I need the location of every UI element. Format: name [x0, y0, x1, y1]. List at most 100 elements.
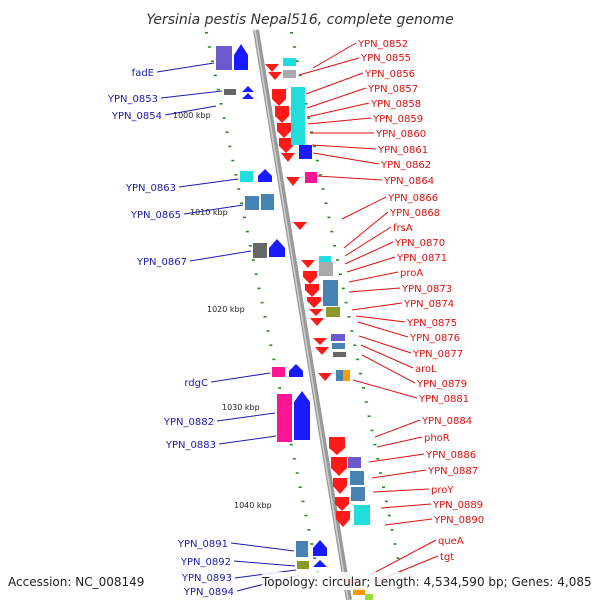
topology-text: Topology: circular; Length: 4,534,590 bp…: [261, 575, 592, 589]
gene-block: [299, 145, 312, 159]
leader-line: [341, 196, 387, 220]
scale-dot: [205, 32, 208, 34]
gene-block: [297, 561, 309, 569]
accession-text: Accession: NC_008149: [8, 575, 144, 589]
gene-block: [253, 243, 267, 258]
gene-arrow: [258, 169, 272, 182]
leader-line: [298, 57, 360, 76]
scale-dot: [330, 230, 334, 233]
scale-dot: [278, 387, 282, 389]
leader-line: [372, 488, 430, 493]
scale-dot: [387, 514, 391, 517]
gene-arrow: [318, 373, 332, 381]
gene-block: [240, 171, 253, 182]
leader-line: [344, 241, 394, 265]
scale-dot: [338, 273, 342, 275]
gene-arrow: [301, 260, 315, 268]
scale-dot: [272, 358, 276, 361]
gene-block: [224, 89, 236, 95]
gene-block: [353, 588, 365, 595]
leader-line: [216, 412, 276, 422]
scale-dot: [216, 88, 220, 91]
gene-label-YPN_0874: YPN_0874: [403, 299, 454, 310]
gene-arrow: [268, 72, 282, 80]
gene-label-YPN_0890: YPN_0890: [433, 515, 484, 526]
leader-line: [369, 539, 437, 576]
scale-dot: [219, 103, 223, 105]
leader-line: [183, 204, 244, 215]
gene-block: [216, 46, 232, 70]
gene-block: [323, 280, 338, 306]
gene-arrow: [242, 93, 254, 99]
leader-line: [311, 144, 377, 150]
gene-block: [336, 370, 343, 381]
gene-label-YPN_0863: YPN_0863: [125, 183, 176, 194]
gene-block: [351, 487, 365, 501]
gene-label-YPN_0870: YPN_0870: [394, 238, 445, 249]
gene-label-YPN_0894: YPN_0894: [183, 587, 234, 598]
scale-dot: [356, 358, 360, 361]
gene-label-YPN_0860: YPN_0860: [375, 129, 426, 140]
gene-arrow: [289, 364, 303, 377]
leader-line: [380, 503, 432, 509]
scale-dot: [376, 458, 380, 460]
gene-label-YPN_0886: YPN_0886: [425, 450, 476, 461]
gene-arrow: [307, 297, 321, 308]
scale-dot: [344, 301, 348, 304]
label-leader-lines: [156, 42, 439, 592]
gene-label-YPN_0893: YPN_0893: [181, 573, 232, 584]
scale-dot: [327, 216, 331, 219]
gene-block: [319, 262, 333, 276]
gene-label-YPN_0879: YPN_0879: [416, 379, 467, 390]
scale-dot: [254, 273, 258, 275]
scale-dot: [359, 372, 362, 375]
scale-dot: [333, 245, 337, 247]
scale-dot: [260, 301, 264, 304]
scale-dot: [234, 174, 238, 176]
scale-dot: [295, 60, 299, 62]
scale-dot: [228, 145, 232, 148]
leader-line: [348, 271, 399, 283]
scale-dot: [379, 472, 383, 474]
leader-line: [371, 469, 427, 479]
scale-dot: [266, 330, 270, 332]
scale-label-1040: 1040 kbp: [234, 501, 272, 510]
leader-line: [344, 226, 392, 257]
gene-arrow: [234, 44, 248, 70]
gene-block: [261, 194, 274, 210]
gene-block: [326, 307, 340, 317]
gene-label-YPN_0889: YPN_0889: [432, 500, 483, 511]
gene-arrow: [293, 222, 307, 230]
gene-block: [333, 352, 346, 357]
leader-line: [357, 321, 409, 338]
gene-arrow: [336, 511, 350, 527]
gene-arrow: [303, 271, 317, 284]
scale-label-1010: 1010 kbp: [190, 208, 228, 217]
scale-dot: [364, 401, 368, 403]
leader-line: [376, 436, 423, 448]
scale-dot: [315, 159, 319, 162]
scale-dot: [292, 46, 296, 48]
gene-label-YPN_0866: YPN_0866: [387, 193, 438, 204]
gene-arrow: [281, 153, 295, 162]
gene-label-frsA: frsA: [393, 223, 413, 234]
gene-label-YPN_0854: YPN_0854: [111, 111, 162, 122]
leader-line: [374, 419, 421, 438]
gene-arrow: [277, 123, 291, 138]
gene-label-YPN_0868: YPN_0868: [389, 208, 440, 219]
scale-dot: [347, 316, 351, 318]
scale-dot: [361, 387, 365, 389]
gene-label-YPN_0861: YPN_0861: [377, 145, 428, 156]
scale-dot: [384, 500, 388, 503]
scale-dot: [240, 202, 244, 204]
gene-block: [350, 471, 364, 485]
scale-label-1030: 1030 kbp: [222, 403, 260, 412]
scale-dot: [321, 188, 325, 190]
scale-dot: [393, 543, 397, 545]
gene-label-YPN_0859: YPN_0859: [372, 114, 423, 125]
gene-block: [348, 457, 361, 468]
leader-line: [230, 542, 295, 552]
scale-dot: [263, 316, 267, 318]
leader-line: [160, 90, 223, 99]
leader-line: [178, 178, 239, 188]
